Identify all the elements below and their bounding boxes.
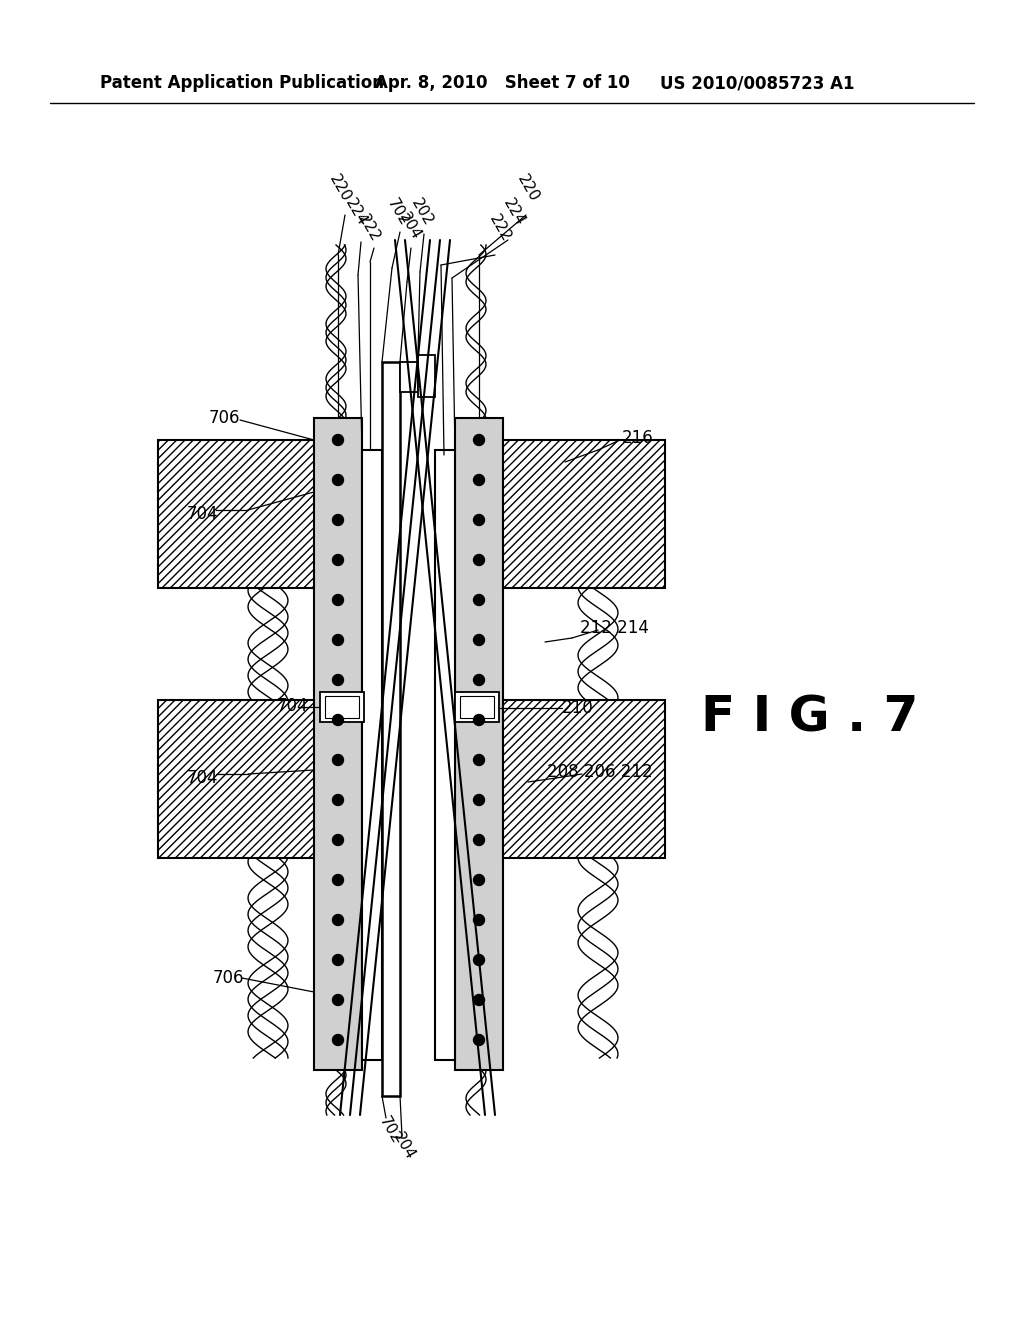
Bar — [362, 450, 382, 1060]
Circle shape — [473, 795, 484, 805]
Bar — [455, 692, 499, 722]
Circle shape — [333, 1035, 343, 1045]
Text: 222: 222 — [355, 211, 383, 244]
Text: 706: 706 — [212, 969, 244, 987]
Circle shape — [333, 474, 343, 486]
Text: 210: 210 — [562, 700, 594, 717]
Circle shape — [473, 594, 484, 606]
Bar — [158, 700, 319, 858]
Circle shape — [333, 675, 343, 685]
Circle shape — [473, 834, 484, 846]
Text: 702: 702 — [384, 195, 412, 228]
Circle shape — [473, 515, 484, 525]
Circle shape — [333, 994, 343, 1006]
Bar — [319, 692, 364, 722]
Text: Patent Application Publication: Patent Application Publication — [100, 74, 384, 92]
Text: 204: 204 — [396, 210, 424, 243]
Bar — [158, 440, 319, 587]
Circle shape — [333, 915, 343, 925]
Text: 704: 704 — [276, 697, 308, 715]
Circle shape — [333, 554, 343, 565]
Bar — [460, 696, 494, 718]
Circle shape — [473, 954, 484, 965]
Text: 220: 220 — [327, 172, 353, 205]
Circle shape — [333, 515, 343, 525]
Circle shape — [333, 755, 343, 766]
Circle shape — [333, 594, 343, 606]
Bar — [314, 418, 362, 1071]
Circle shape — [473, 994, 484, 1006]
Circle shape — [473, 1035, 484, 1045]
Bar — [400, 362, 418, 392]
Circle shape — [473, 635, 484, 645]
Text: 706: 706 — [208, 409, 240, 426]
Bar — [325, 696, 359, 718]
Text: 202: 202 — [409, 195, 436, 228]
Circle shape — [333, 834, 343, 846]
Circle shape — [473, 874, 484, 886]
Circle shape — [333, 635, 343, 645]
Text: 224: 224 — [501, 195, 527, 228]
Bar — [455, 418, 503, 1071]
Circle shape — [333, 795, 343, 805]
Bar — [503, 700, 665, 858]
Circle shape — [333, 714, 343, 726]
Text: 224: 224 — [342, 195, 370, 228]
Text: Apr. 8, 2010   Sheet 7 of 10: Apr. 8, 2010 Sheet 7 of 10 — [375, 74, 630, 92]
Text: 208 206 212: 208 206 212 — [547, 763, 653, 781]
Circle shape — [473, 755, 484, 766]
Circle shape — [333, 874, 343, 886]
Circle shape — [333, 954, 343, 965]
Circle shape — [473, 434, 484, 446]
Text: 704: 704 — [186, 506, 218, 523]
Circle shape — [473, 915, 484, 925]
Circle shape — [473, 474, 484, 486]
Bar — [382, 362, 400, 1096]
Text: 220: 220 — [514, 172, 542, 205]
Circle shape — [473, 554, 484, 565]
Circle shape — [473, 675, 484, 685]
Text: 216: 216 — [623, 429, 654, 447]
Text: F I G . 7: F I G . 7 — [701, 694, 919, 742]
Text: 702: 702 — [376, 1114, 403, 1146]
Bar — [503, 440, 665, 587]
Bar — [435, 450, 455, 1060]
Text: 204: 204 — [390, 1130, 418, 1162]
Circle shape — [473, 714, 484, 726]
Text: 704: 704 — [186, 770, 218, 787]
Circle shape — [333, 434, 343, 446]
Text: US 2010/0085723 A1: US 2010/0085723 A1 — [660, 74, 854, 92]
Bar — [418, 355, 435, 397]
Text: 222: 222 — [486, 211, 514, 244]
Text: 212 214: 212 214 — [580, 619, 648, 638]
